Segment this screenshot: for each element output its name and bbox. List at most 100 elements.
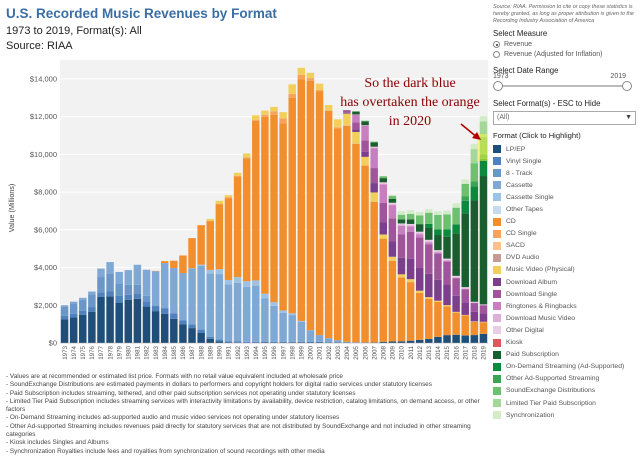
bar-segment[interactable] bbox=[370, 142, 378, 147]
bar-segment[interactable] bbox=[479, 158, 488, 177]
legend-swatch[interactable] bbox=[493, 181, 501, 190]
bar-segment[interactable] bbox=[379, 178, 388, 183]
bar-segment[interactable] bbox=[461, 213, 469, 288]
bar-segment[interactable] bbox=[425, 239, 433, 242]
bar-segment[interactable] bbox=[261, 114, 269, 117]
bar-segment[interactable] bbox=[115, 295, 123, 303]
radio-selected-icon[interactable] bbox=[493, 41, 500, 48]
bar-segment[interactable] bbox=[170, 268, 178, 314]
bar-segment[interactable] bbox=[79, 297, 87, 300]
bar-segment[interactable] bbox=[406, 258, 415, 280]
bar-segment[interactable] bbox=[397, 211, 406, 215]
bar-segment[interactable] bbox=[170, 260, 178, 269]
bar-segment[interactable] bbox=[370, 146, 378, 148]
bar-segment[interactable] bbox=[415, 234, 424, 238]
legend-item[interactable]: LP/EP bbox=[493, 143, 636, 155]
legend-swatch[interactable] bbox=[493, 169, 501, 178]
bar-segment[interactable] bbox=[188, 268, 196, 325]
bar-segment[interactable] bbox=[406, 219, 415, 224]
bar-segment[interactable] bbox=[106, 296, 114, 343]
bar-segment[interactable] bbox=[315, 90, 324, 92]
bar-segment[interactable] bbox=[106, 262, 114, 274]
bar-segment[interactable] bbox=[415, 232, 424, 235]
bar-segment[interactable] bbox=[352, 143, 360, 343]
bar-segment[interactable] bbox=[452, 224, 460, 234]
bar-segment[interactable] bbox=[388, 260, 397, 342]
bar-segment[interactable] bbox=[361, 151, 369, 157]
bar-segment[interactable] bbox=[479, 333, 488, 343]
bar-segment[interactable] bbox=[415, 224, 424, 232]
bar-segment[interactable] bbox=[379, 184, 388, 203]
bar-segment[interactable] bbox=[315, 341, 324, 343]
legend-item[interactable]: Synchronization bbox=[493, 409, 636, 421]
legend-item[interactable]: CD Single bbox=[493, 228, 636, 240]
legend-item[interactable]: SACD bbox=[493, 240, 636, 252]
bar-segment[interactable] bbox=[279, 123, 287, 311]
bar-segment[interactable] bbox=[415, 211, 424, 216]
bar-segment[interactable] bbox=[224, 341, 233, 343]
bar-segment[interactable] bbox=[443, 260, 451, 262]
bar-segment[interactable] bbox=[334, 127, 342, 129]
legend-item[interactable]: Music Video (Physical) bbox=[493, 264, 636, 276]
bar-segment[interactable] bbox=[151, 271, 160, 306]
bar-segment[interactable] bbox=[470, 321, 479, 335]
bar-segment[interactable] bbox=[397, 274, 406, 278]
bar-segment[interactable] bbox=[242, 281, 251, 287]
bar-segment[interactable] bbox=[425, 212, 433, 224]
bar-segment[interactable] bbox=[206, 221, 214, 270]
bar-segment[interactable] bbox=[324, 338, 333, 343]
bar-segment[interactable] bbox=[425, 242, 433, 245]
bar-segment[interactable] bbox=[461, 200, 469, 214]
legend-swatch[interactable] bbox=[493, 193, 501, 202]
bar-segment[interactable] bbox=[133, 298, 142, 343]
bar-segment[interactable] bbox=[279, 341, 287, 343]
bar-segment[interactable] bbox=[479, 121, 488, 138]
bar-segment[interactable] bbox=[443, 259, 451, 261]
slider-track[interactable] bbox=[497, 85, 628, 87]
bar-segment[interactable] bbox=[306, 80, 315, 331]
bar-segment[interactable] bbox=[361, 120, 369, 122]
legend-swatch[interactable] bbox=[493, 265, 501, 274]
bar-segment[interactable] bbox=[142, 269, 151, 296]
bar-segment[interactable] bbox=[406, 225, 415, 227]
bar-segment[interactable] bbox=[124, 294, 133, 300]
bar-segment[interactable] bbox=[297, 320, 306, 322]
bar-segment[interactable] bbox=[270, 106, 278, 112]
bar-segment[interactable] bbox=[452, 207, 460, 225]
bar-segment[interactable] bbox=[443, 261, 451, 285]
legend-item[interactable]: Other Tapes bbox=[493, 203, 636, 215]
bar-segment[interactable] bbox=[470, 301, 479, 303]
bar-segment[interactable] bbox=[388, 205, 397, 219]
bar-segment[interactable] bbox=[415, 215, 424, 225]
bar-segment[interactable] bbox=[288, 313, 296, 316]
bar-segment[interactable] bbox=[388, 195, 397, 199]
bar-segment[interactable] bbox=[479, 313, 488, 322]
bar-segment[interactable] bbox=[261, 341, 269, 343]
bar-segment[interactable] bbox=[261, 298, 269, 342]
bar-segment[interactable] bbox=[279, 342, 287, 343]
bar-segment[interactable] bbox=[397, 225, 406, 235]
legend-swatch[interactable] bbox=[493, 229, 501, 238]
bar-segment[interactable] bbox=[224, 195, 233, 198]
bar-segment[interactable] bbox=[324, 104, 333, 111]
bar-segment[interactable] bbox=[379, 341, 388, 343]
legend-item[interactable]: Vinyl Single bbox=[493, 155, 636, 167]
bar-segment[interactable] bbox=[97, 268, 105, 278]
bar-segment[interactable] bbox=[415, 231, 424, 233]
bar-segment[interactable] bbox=[461, 302, 469, 315]
bar-segment[interactable] bbox=[88, 311, 96, 343]
bar-segment[interactable] bbox=[361, 125, 369, 141]
bar-segment[interactable] bbox=[224, 198, 233, 280]
bar-segment[interactable] bbox=[470, 149, 479, 164]
bar-segment[interactable] bbox=[470, 181, 479, 187]
bar-segment[interactable] bbox=[60, 305, 69, 307]
bars-group[interactable] bbox=[60, 67, 488, 343]
bar-segment[interactable] bbox=[352, 129, 360, 132]
bar-segment[interactable] bbox=[452, 233, 460, 276]
legend-swatch[interactable] bbox=[493, 302, 501, 311]
bar-segment[interactable] bbox=[425, 298, 433, 339]
bar-segment[interactable] bbox=[79, 314, 87, 343]
bar-segment[interactable] bbox=[379, 238, 388, 342]
bar-segment[interactable] bbox=[197, 225, 205, 265]
bar-segment[interactable] bbox=[470, 200, 479, 302]
